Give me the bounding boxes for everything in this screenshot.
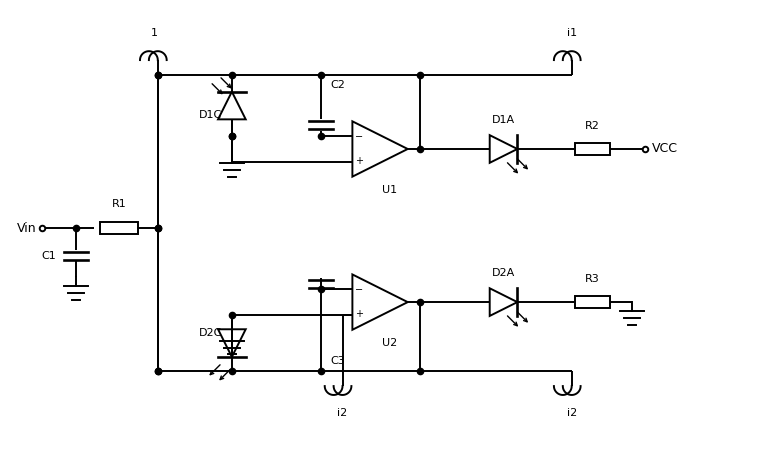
Text: C1: C1 — [42, 251, 56, 261]
Text: D2A: D2A — [492, 268, 515, 278]
Text: i2: i2 — [567, 408, 577, 418]
Text: +: + — [355, 156, 363, 166]
Text: Vin: Vin — [17, 222, 36, 234]
Text: U2: U2 — [382, 338, 398, 348]
Text: −: − — [355, 285, 364, 295]
Text: R1: R1 — [112, 199, 127, 209]
Text: R2: R2 — [585, 121, 600, 131]
Bar — [101, 222, 138, 234]
Text: +: + — [355, 309, 363, 319]
Text: D2C: D2C — [198, 328, 221, 338]
Text: i2: i2 — [338, 408, 348, 418]
Bar — [575, 143, 610, 155]
Text: C2: C2 — [331, 80, 345, 90]
Text: i1: i1 — [567, 28, 577, 38]
Text: D1A: D1A — [492, 115, 515, 125]
Text: D1C: D1C — [198, 110, 221, 120]
Bar — [575, 296, 610, 308]
Text: R3: R3 — [585, 274, 600, 284]
Text: 1: 1 — [151, 28, 158, 38]
Text: VCC: VCC — [651, 142, 677, 155]
Text: U1: U1 — [382, 185, 398, 195]
Text: C3: C3 — [331, 356, 345, 366]
Text: −: − — [355, 132, 364, 142]
